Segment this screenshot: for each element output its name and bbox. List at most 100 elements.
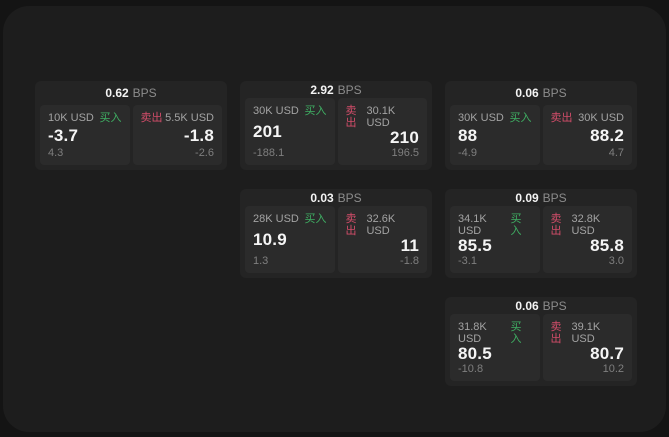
sell-delta: 10.2 — [602, 363, 624, 375]
bps-header: 2.92 BPS — [240, 81, 432, 98]
quote-card: 0.06 BPS 30K USD 买入 88 -4.9 卖出 30K USD 8… — [445, 81, 637, 170]
sell-price: 85.8 — [590, 236, 624, 255]
sell-notional: 32.6K USD — [366, 213, 396, 237]
sell-quote-panel[interactable]: 卖出 32.8K USD 85.8 3.0 — [542, 206, 632, 273]
sell-price: -1.8 — [183, 125, 214, 145]
bps-unit-label: BPS — [337, 82, 362, 97]
bps-value: 0.09 — [515, 190, 539, 205]
panel-top-row: 28K USD 买入 — [253, 213, 327, 225]
bps-value: 0.03 — [310, 190, 334, 205]
buy-price: 201 — [253, 122, 282, 141]
quote-card: 0.06 BPS 31.8K USD 买入 80.5 -10.8 卖出 39.1… — [445, 297, 637, 386]
bps-value: 0.06 — [515, 298, 539, 313]
quote-panels: 31.8K USD 买入 80.5 -10.8 卖出 39.1K USD 80.… — [445, 314, 637, 386]
sell-side-label: 卖出 — [550, 213, 562, 237]
bps-header: 0.62 BPS — [35, 81, 227, 105]
buy-delta: -3.1 — [458, 255, 477, 267]
buy-price: 10.9 — [253, 230, 287, 249]
buy-delta: -188.1 — [253, 147, 285, 159]
sell-price: 210 — [390, 128, 419, 147]
buy-quote-panel[interactable]: 30K USD 买入 201 -188.1 — [245, 98, 335, 165]
buy-notional: 10K USD — [48, 112, 94, 124]
quote-panels: 30K USD 买入 201 -188.1 卖出 30.1K USD 210 1… — [240, 98, 432, 170]
bps-unit-label: BPS — [132, 86, 157, 100]
panel-top-row: 卖出 32.6K USD — [346, 213, 420, 237]
sell-side-label: 卖出 — [550, 112, 573, 124]
bps-header: 0.03 BPS — [240, 189, 432, 206]
buy-side-label: 买入 — [304, 213, 327, 225]
sell-notional: 30K USD — [578, 112, 624, 124]
sell-price: 11 — [400, 236, 419, 255]
panel-top-row: 卖出 39.1K USD — [551, 321, 625, 345]
buy-price: 85.5 — [458, 236, 492, 255]
buy-notional: 28K USD — [253, 213, 299, 225]
buy-notional: 34.1K USD — [458, 213, 487, 237]
buy-quote-panel[interactable]: 30K USD 买入 88 -4.9 — [450, 105, 540, 165]
panel-top-row: 卖出 30K USD — [551, 112, 625, 124]
buy-delta: 4.3 — [48, 147, 64, 159]
quote-card: 2.92 BPS 30K USD 买入 201 -188.1 卖出 30.1K … — [240, 81, 432, 170]
panel-top-row: 卖出 5.5K USD — [141, 112, 215, 124]
sell-notional: 32.8K USD — [571, 213, 601, 237]
buy-side-label: 买入 — [304, 105, 327, 117]
quote-card: 0.03 BPS 28K USD 买入 10.9 1.3 卖出 32.6K US… — [240, 189, 432, 278]
buy-delta: -10.8 — [458, 363, 484, 375]
sell-quote-panel[interactable]: 卖出 5.5K USD -1.8 -2.6 — [132, 105, 222, 165]
sell-quote-panel[interactable]: 卖出 30K USD 88.2 4.7 — [542, 105, 632, 165]
panel-top-row: 卖出 32.8K USD — [551, 213, 625, 237]
bps-header: 0.06 BPS — [445, 297, 637, 314]
buy-side-label: 买入 — [509, 112, 532, 124]
bps-header: 0.06 BPS — [445, 81, 637, 105]
buy-quote-panel[interactable]: 31.8K USD 买入 80.5 -10.8 — [450, 314, 540, 381]
sell-notional: 5.5K USD — [165, 112, 214, 124]
buy-quote-panel[interactable]: 28K USD 买入 10.9 1.3 — [245, 206, 335, 273]
panel-top-row: 34.1K USD 买入 — [458, 213, 532, 237]
buy-price: 88 — [458, 125, 478, 145]
buy-quote-panel[interactable]: 34.1K USD 买入 85.5 -3.1 — [450, 206, 540, 273]
buy-notional: 31.8K USD — [458, 321, 487, 345]
panel-top-row: 31.8K USD 买入 — [458, 321, 532, 345]
buy-price: 80.5 — [458, 344, 492, 363]
quote-card: 0.62 BPS 10K USD 买入 -3.7 4.3 卖出 5.5K USD… — [35, 81, 227, 170]
buy-quote-panel[interactable]: 10K USD 买入 -3.7 4.3 — [40, 105, 130, 165]
sell-side-label: 卖出 — [345, 105, 357, 129]
quote-card-grid: 0.62 BPS 10K USD 买入 -3.7 4.3 卖出 5.5K USD… — [35, 81, 637, 386]
bps-value: 2.92 — [310, 82, 334, 97]
bps-unit-label: BPS — [542, 86, 567, 100]
bps-unit-label: BPS — [542, 190, 567, 205]
sell-side-label: 卖出 — [140, 112, 163, 124]
buy-side-label: 买入 — [510, 213, 522, 237]
sell-delta: 3.0 — [608, 255, 624, 267]
panel-top-row: 30K USD 买入 — [253, 105, 327, 117]
bps-header: 0.09 BPS — [445, 189, 637, 206]
buy-price: -3.7 — [48, 125, 79, 145]
bps-value: 0.62 — [105, 86, 129, 100]
sell-notional: 30.1K USD — [366, 105, 396, 129]
sell-delta: -1.8 — [400, 255, 419, 267]
quote-panels: 34.1K USD 买入 85.5 -3.1 卖出 32.8K USD 85.8… — [445, 206, 637, 278]
sell-delta: -2.6 — [195, 147, 214, 159]
sell-notional: 39.1K USD — [571, 321, 601, 345]
bps-unit-label: BPS — [542, 298, 567, 313]
panel-top-row: 30K USD 买入 — [458, 112, 532, 124]
panel-top-row: 卖出 30.1K USD — [346, 105, 420, 129]
quote-panels: 30K USD 买入 88 -4.9 卖出 30K USD 88.2 4.7 — [445, 105, 637, 170]
sell-side-label: 卖出 — [550, 321, 562, 345]
sell-quote-panel[interactable]: 卖出 30.1K USD 210 196.5 — [337, 98, 427, 165]
sell-price: 80.7 — [590, 344, 624, 363]
quote-panels: 10K USD 买入 -3.7 4.3 卖出 5.5K USD -1.8 -2.… — [35, 105, 227, 170]
panel-top-row: 10K USD 买入 — [48, 112, 122, 124]
sell-side-label: 卖出 — [345, 213, 357, 237]
sell-delta: 4.7 — [608, 147, 624, 159]
quote-card: 0.09 BPS 34.1K USD 买入 85.5 -3.1 卖出 32.8K… — [445, 189, 637, 278]
bps-unit-label: BPS — [337, 190, 362, 205]
bps-value: 0.06 — [515, 86, 539, 100]
sell-quote-panel[interactable]: 卖出 39.1K USD 80.7 10.2 — [542, 314, 632, 381]
buy-side-label: 买入 — [99, 112, 122, 124]
buy-side-label: 买入 — [510, 321, 522, 345]
sell-price: 88.2 — [590, 125, 624, 145]
buy-notional: 30K USD — [253, 105, 299, 117]
sell-quote-panel[interactable]: 卖出 32.6K USD 11 -1.8 — [337, 206, 427, 273]
quote-panels: 28K USD 买入 10.9 1.3 卖出 32.6K USD 11 -1.8 — [240, 206, 432, 278]
buy-delta: 1.3 — [253, 255, 269, 267]
